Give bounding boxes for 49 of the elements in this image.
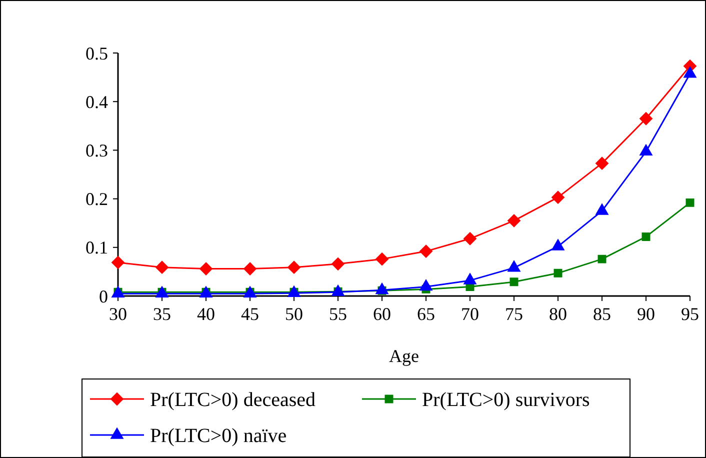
point [552,239,564,250]
x-tick-label: 60 [373,304,391,324]
point [420,279,432,291]
y-tick-label: 0.3 [86,140,108,160]
point [508,214,520,228]
x-tick-label: 65 [417,304,435,324]
legend-label: Pr(LTC>0) survivors [422,389,590,411]
point [244,262,256,276]
point [464,232,476,246]
x-axis-title: Age [389,346,419,366]
point [376,252,388,266]
x-tick-label: 35 [153,304,171,324]
y-tick-label: 0 [99,286,108,306]
x-tick-label: 90 [637,304,655,324]
point [420,244,432,258]
x-tick-label: 55 [329,304,347,324]
x-tick-label: 70 [461,304,479,324]
point [642,232,650,241]
point [112,256,124,269]
point [596,156,608,170]
y-tick-label: 0.5 [86,43,108,64]
x-tick-label: 85 [593,304,611,324]
legend-label: Pr(LTC>0) naïve [150,425,287,447]
x-tick-label: 50 [285,304,303,324]
point [464,273,476,284]
x-tick-label: 80 [549,304,567,324]
point [596,204,608,215]
x-tick-label: 30 [109,304,127,324]
point [508,260,520,272]
point [510,278,518,286]
y-tick-label: 0.4 [86,92,108,112]
x-tick-label: 75 [505,304,523,324]
point [554,268,562,278]
x-tick-label: 95 [681,304,699,324]
point [200,262,212,276]
point [332,284,344,296]
point [640,112,652,126]
point [288,260,300,274]
point [598,254,606,264]
point [156,260,168,274]
x-tick-label: 40 [197,304,215,324]
y-tick-label: 0.2 [86,189,108,210]
point [332,257,344,270]
point [552,190,564,204]
x-tick-label: 45 [241,304,259,324]
point [686,198,694,207]
point [376,282,388,294]
legend-label: Pr(LTC>0) deceased [150,389,316,411]
y-tick-label: 0.1 [86,238,108,258]
